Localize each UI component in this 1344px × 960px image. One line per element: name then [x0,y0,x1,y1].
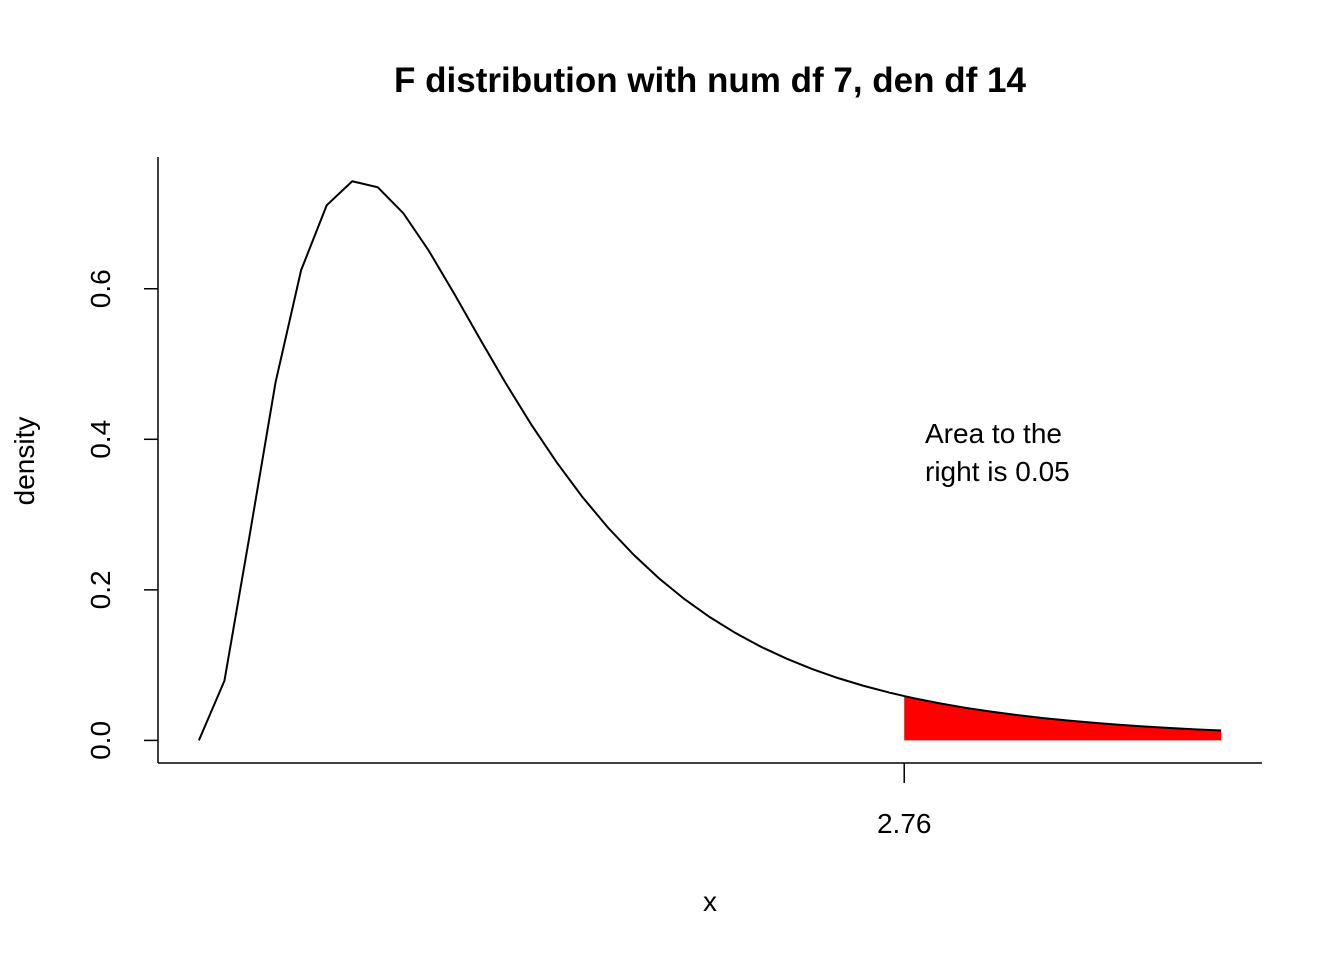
density-curve [197,180,1222,741]
annotation: right is 0.05 [925,456,1070,487]
chart-title: F distribution with num df 7, den df 14 [394,61,1026,100]
y-axis-label: density [9,417,40,506]
shaded-area [904,696,1222,741]
y-tick-label: 0.2 [85,570,116,609]
y-tick-label: 0.6 [85,269,116,308]
x-axis-label: x [703,886,717,917]
annotation: Area to the [925,418,1062,449]
y-tick-label: 0.4 [85,420,116,459]
x-tick-label: 2.76 [877,808,932,839]
y-tick-label: 0.0 [85,721,116,760]
